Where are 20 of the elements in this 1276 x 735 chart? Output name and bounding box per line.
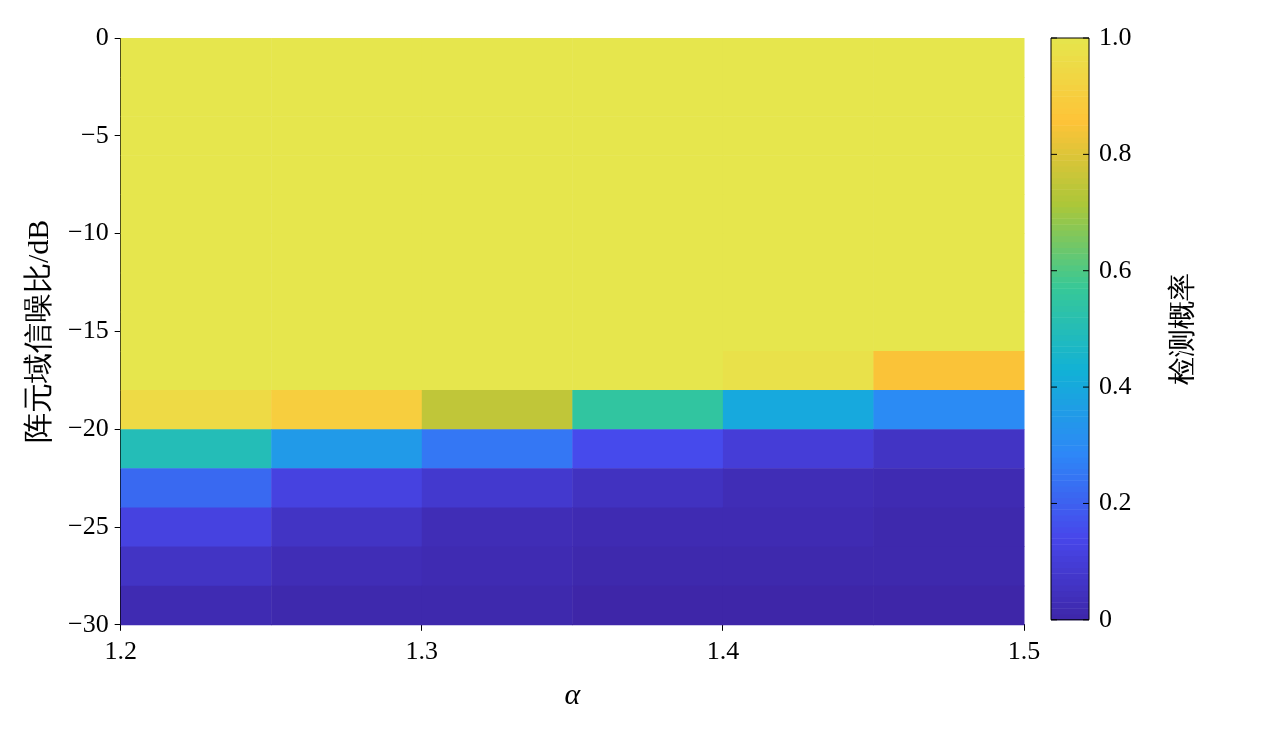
y-tick-label: −15: [67, 315, 109, 345]
color-bar-title: 检测概率: [1166, 272, 1198, 385]
y-tick-label: −10: [67, 217, 109, 247]
color-bar-label: 0: [1099, 603, 1112, 633]
color-bar-label: 0.4: [1099, 370, 1132, 400]
y-tick-label: −5: [80, 119, 109, 149]
y-tick-label: −25: [67, 510, 109, 540]
color-bar-label: 0.8: [1099, 138, 1132, 168]
color-bar-label: 1.0: [1099, 21, 1132, 51]
x-tick-label: 1.3: [405, 636, 439, 666]
x-tick-label: 1.4: [706, 636, 740, 666]
color-bar-label: 0.2: [1099, 487, 1132, 517]
y-tick-label: −20: [67, 413, 109, 443]
color-bar-label: 0.6: [1099, 254, 1132, 284]
x-tick-label: 1.2: [104, 636, 137, 666]
x-tick-label: 1.5: [1007, 636, 1041, 666]
y-axis-title: 阵元域信噪比/dB: [20, 219, 54, 444]
y-tick-label: 0: [95, 21, 109, 51]
x-axis-title: α: [564, 676, 582, 710]
y-tick-label: −30: [67, 608, 109, 638]
